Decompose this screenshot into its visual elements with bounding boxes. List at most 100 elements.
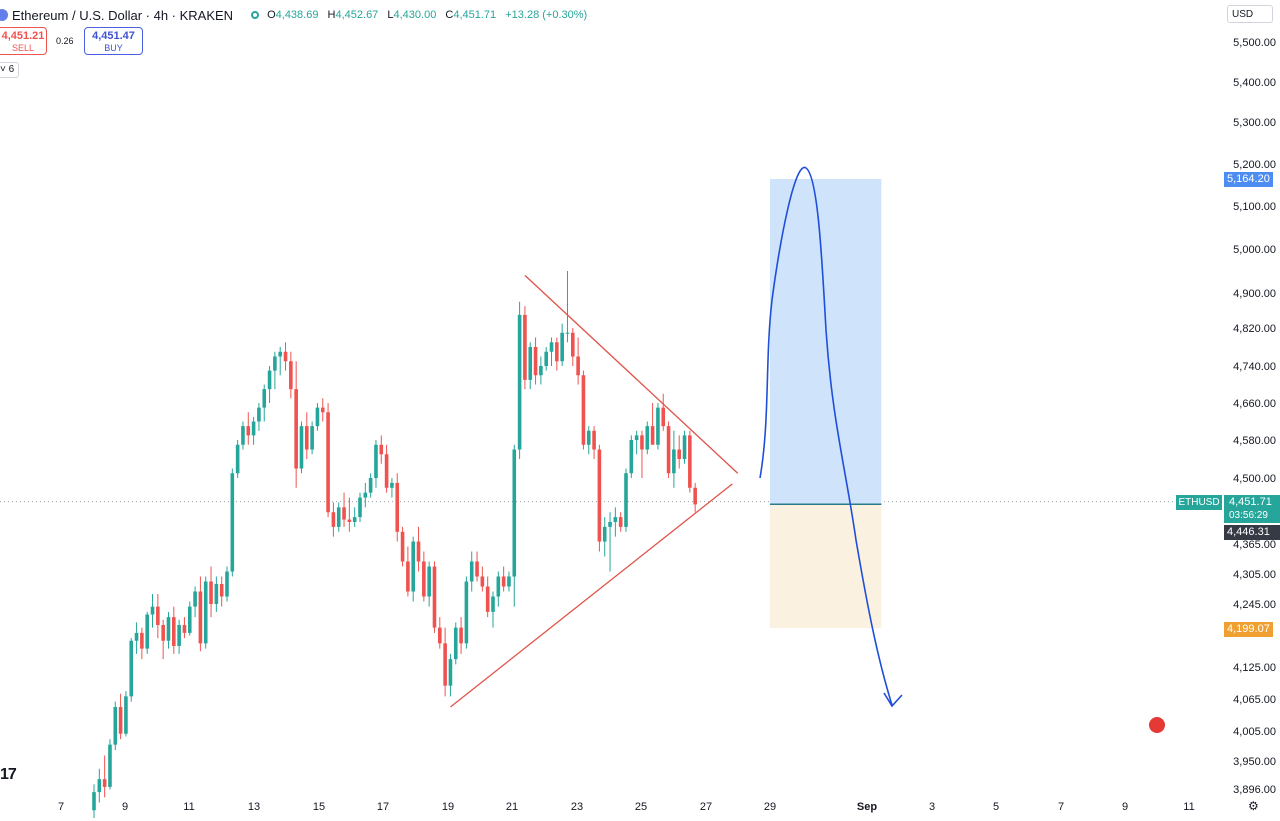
price-axis[interactable]: 5,500.00 5,400.00 5,300.00 5,200.00 5,100.00… <box>1233 37 1276 796</box>
candle-body <box>650 426 655 445</box>
candle-body <box>645 426 650 450</box>
candle-body <box>140 632 144 649</box>
candle-body <box>193 591 197 607</box>
candle-body <box>156 606 160 625</box>
candle-body <box>241 426 245 445</box>
candle-body <box>363 492 368 498</box>
price-axis-label: 5,400.00 <box>1233 77 1276 89</box>
target-zone <box>769 179 882 505</box>
candle-body <box>379 444 384 455</box>
candle-body <box>422 561 426 597</box>
candle-body <box>273 356 277 371</box>
upper-trendline <box>524 274 739 474</box>
candle-body <box>278 351 282 357</box>
candle-body <box>267 370 272 390</box>
candle-body <box>219 584 224 597</box>
candle-body <box>411 541 415 592</box>
candle-body <box>161 625 165 641</box>
candle-body <box>235 444 240 474</box>
candle-body <box>549 342 554 352</box>
stop-zone <box>769 504 882 629</box>
price-axis-label: 4,365.00 <box>1233 539 1276 551</box>
candle-body <box>150 606 155 615</box>
candle-body <box>225 571 229 597</box>
candle-body <box>496 576 501 597</box>
candle-body <box>108 744 112 787</box>
candle-body <box>555 342 559 362</box>
alert-marker <box>1149 717 1165 733</box>
price-axis-label: 4,005.00 <box>1233 726 1276 738</box>
candle-body <box>688 435 692 488</box>
candle-body <box>209 581 213 604</box>
candle-body <box>523 314 527 380</box>
price-axis-label: 3,896.00 <box>1233 784 1276 796</box>
time-axis-label: 7 <box>1058 801 1064 813</box>
time-axis-label: 21 <box>506 801 518 813</box>
candle-body <box>102 779 107 787</box>
candle-body <box>203 581 208 644</box>
settings-gear-icon[interactable]: ⚙ <box>1248 799 1259 813</box>
candle-body <box>331 512 336 527</box>
price-axis-label: 4,900.00 <box>1233 288 1276 300</box>
candle-body <box>92 792 96 811</box>
time-axis-label: 11 <box>1183 801 1194 813</box>
candle-body <box>592 430 596 450</box>
price-axis-label: 5,200.00 <box>1233 159 1276 171</box>
ohlc-values: O4,438.69 H4,452.67 L4,430.00 C4,451.71 … <box>267 9 588 21</box>
candle-body <box>400 531 405 562</box>
candle-body <box>368 478 373 493</box>
time-axis-label: 29 <box>764 801 776 813</box>
candle-body <box>581 375 586 445</box>
candle-body <box>427 566 431 597</box>
buy-button[interactable]: 4,451.47 BUY <box>84 27 143 55</box>
projected-path-drawing <box>759 166 893 706</box>
time-axis-label: 13 <box>248 801 260 813</box>
symbol-title[interactable]: Ethereum / U.S. Dollar · 4h · KRAKEN <box>12 7 234 23</box>
price-axis-label: 4,820.00 <box>1233 323 1276 335</box>
candle-body <box>501 576 506 587</box>
bar-countdown: 03:56:29 <box>1229 510 1268 521</box>
candle-body <box>257 407 261 422</box>
price-axis-label: 4,580.00 <box>1233 435 1276 447</box>
entry-price-tag: 4,446.31 <box>1224 525 1280 540</box>
candle-body <box>624 473 628 527</box>
price-axis-label: 4,065.00 <box>1233 694 1276 706</box>
time-axis-label: 3 <box>929 801 935 813</box>
market-open-icon <box>251 11 260 19</box>
candle-body <box>182 625 187 633</box>
candle-body <box>613 517 618 522</box>
price-axis-label: 4,740.00 <box>1233 361 1276 373</box>
time-axis-label: 27 <box>700 801 712 813</box>
candle-body <box>390 482 394 488</box>
candle-body <box>310 426 314 450</box>
ethereum-logo-icon <box>0 9 8 21</box>
currency-selector[interactable]: USD <box>1227 5 1273 23</box>
candle-body <box>347 519 352 522</box>
candle-body <box>560 332 564 362</box>
chart-header: Ethereum / U.S. Dollar · 4h · KRAKEN O4,… <box>0 6 593 24</box>
candle-body <box>448 659 453 686</box>
candle-body <box>485 586 490 612</box>
time-axis-label: Sep <box>857 801 877 813</box>
indicators-toggle[interactable]: ˅ 6 <box>0 62 19 78</box>
time-axis[interactable]: 7 9 11 13 15 17 19 21 23 25 27 29 Sep 3 5 7 9 11 <box>58 801 1195 813</box>
sell-button[interactable]: 4,451.21 SELL <box>0 27 47 55</box>
candle-body <box>289 361 293 390</box>
projection-arrowhead <box>883 692 903 708</box>
candle-body <box>533 347 538 376</box>
candle-body <box>352 517 357 522</box>
candle-body <box>97 779 102 793</box>
candle-body <box>517 314 522 450</box>
time-axis-label: 11 <box>183 801 194 813</box>
candle-body <box>480 576 485 587</box>
candle-body <box>283 351 288 362</box>
candle-body <box>586 430 591 445</box>
candle-body <box>113 707 118 745</box>
candle-body <box>315 407 320 427</box>
time-axis-label: 15 <box>313 801 325 813</box>
target-price-tag: 5,164.20 <box>1224 172 1273 187</box>
candle-body <box>666 426 671 474</box>
candle-body <box>539 366 543 376</box>
last-price-tag: 4,451.71 03:56:29 <box>1224 495 1280 523</box>
